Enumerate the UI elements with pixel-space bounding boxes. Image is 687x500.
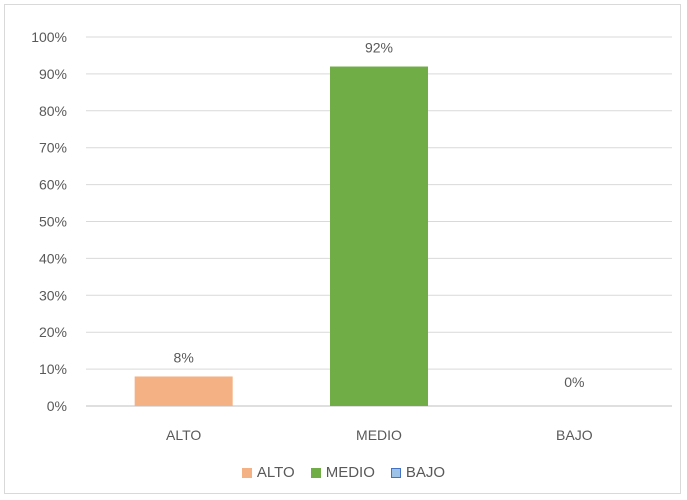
legend-item-alto: ALTO [241,464,295,481]
legend: ALTO MEDIO BAJO [0,464,687,481]
y-tick-label: 0% [47,398,67,414]
y-tick-label: 90% [39,66,67,82]
legend-swatch-alto [241,467,252,478]
x-axis-labels: ALTO MEDIO BAJO [166,427,593,443]
legend-item-medio: MEDIO [310,464,375,481]
y-tick-label: 50% [39,214,67,230]
legend-swatch-bajo [390,467,401,478]
legend-label-bajo: BAJO [405,464,446,481]
x-tick-label-alto: ALTO [166,427,201,443]
legend-item-bajo: BAJO [390,464,446,481]
legend-label-alto: ALTO [256,464,295,481]
bar-medio [330,66,428,407]
legend-swatch-medio [310,467,321,478]
data-label-medio: 92% [365,40,393,56]
y-tick-label: 60% [39,177,67,193]
y-tick-label: 70% [39,140,67,156]
legend-label-medio: MEDIO [325,464,375,481]
y-tick-label: 80% [39,103,67,119]
y-tick-label: 100% [31,29,67,45]
y-tick-label: 10% [39,361,67,377]
y-axis-labels: 0% 10% 20% 30% 40% 50% 60% 70% 80% 90% 100% [31,29,67,414]
x-tick-label-bajo: BAJO [556,427,593,443]
bar-alto [134,376,233,406]
data-label-bajo: 0% [564,374,584,390]
bars [134,66,428,407]
data-labels: 8% 92% 0% [174,40,585,390]
y-tick-label: 20% [39,324,67,340]
data-label-alto: 8% [174,349,194,365]
x-tick-label-medio: MEDIO [356,427,402,443]
y-tick-label: 40% [39,250,67,266]
y-tick-label: 30% [39,287,67,303]
